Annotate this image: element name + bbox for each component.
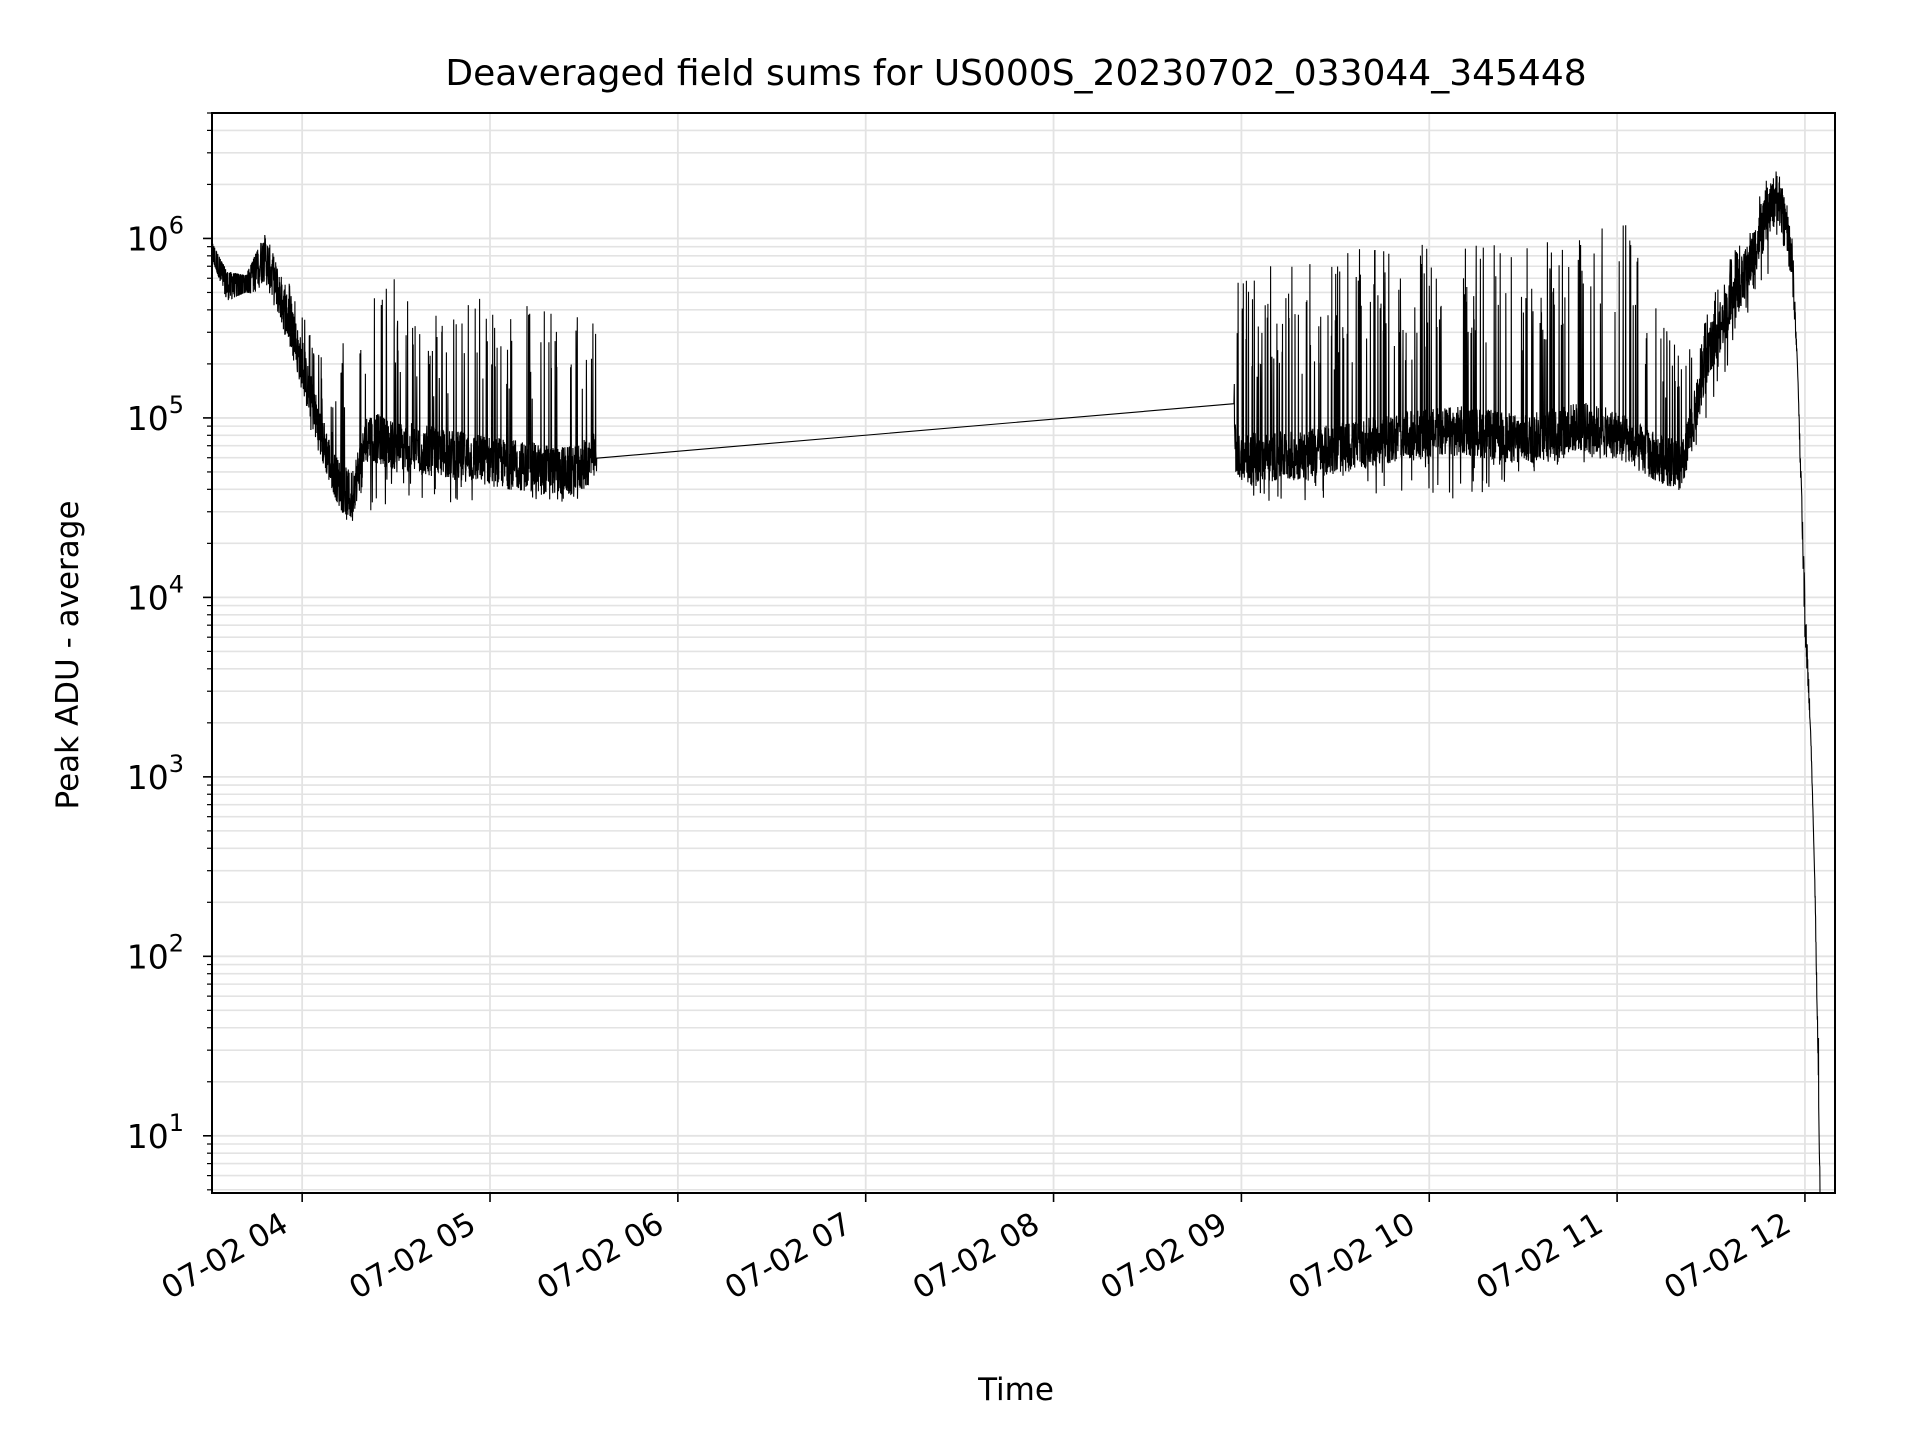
- y-tick-label: 105: [127, 391, 184, 438]
- x-axis-label: Time: [977, 1372, 1054, 1408]
- y-tick-label: 106: [127, 211, 184, 258]
- y-tick-label: 104: [127, 570, 184, 617]
- y-axis: 101 102 103 104 105 106: [127, 112, 212, 1191]
- y-tick-label: 103: [127, 750, 184, 797]
- y-tick-label: 101: [127, 1109, 184, 1156]
- chart-title: Deaveraged field sums for US000S_2023070…: [445, 53, 1586, 94]
- y-axis-label: Peak ADU - average: [50, 500, 86, 809]
- plot-frame: [211, 112, 1836, 1194]
- y-tick-label: 102: [127, 929, 184, 976]
- series-line: [211, 171, 1821, 1194]
